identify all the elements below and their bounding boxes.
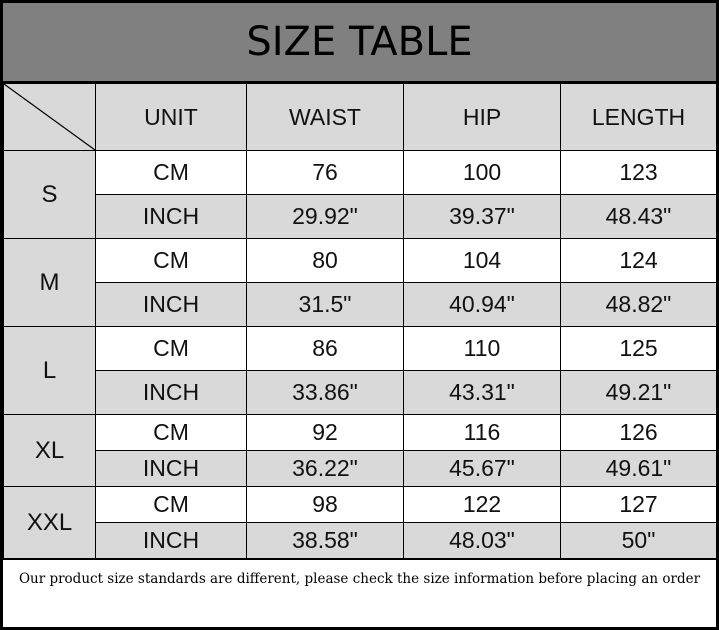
waist-cell: 33.86" [246,370,404,415]
hip-cell: 110 [403,326,561,371]
waist-cell: 29.92" [246,194,404,239]
table-row: INCH 33.86" 43.31" 49.21" [4,370,716,415]
unit-cell: INCH [95,282,247,327]
size-label: M [3,238,96,327]
size-label: XXL [3,486,96,559]
length-cell: 126 [560,414,716,451]
length-cell: 48.43" [560,194,716,239]
length-cell: 48.82" [560,282,716,327]
length-cell: 49.61" [560,450,716,487]
size-label: L [3,326,96,415]
waist-cell: 36.22" [246,450,404,487]
size-note: Our product size standards are different… [3,559,716,627]
diagonal-line [4,84,95,150]
unit-cell: INCH [95,522,247,559]
waist-cell: 98 [246,486,404,523]
hip-cell: 122 [403,486,561,523]
header-unit: UNIT [95,83,247,151]
corner-cell [3,83,96,151]
length-cell: 50" [560,522,716,559]
chart-title: SIZE TABLE [3,3,716,83]
table-row: L CM 86 110 125 [3,326,716,415]
header-length: LENGTH [560,83,716,151]
unit-cell: CM [95,326,247,371]
length-cell: 49.21" [560,370,716,415]
waist-cell: 86 [246,326,404,371]
unit-cell: INCH [95,370,247,415]
length-cell: 127 [560,486,716,523]
table-row: INCH 31.5" 40.94" 48.82" [4,282,716,327]
hip-cell: 43.31" [403,370,561,415]
unit-cell: CM [95,486,247,523]
hip-cell: 45.67" [403,450,561,487]
table-row: XL CM 92 116 126 [3,414,716,487]
header-row: UNIT WAIST HIP LENGTH [3,83,716,151]
hip-cell: 40.94" [403,282,561,327]
header-waist: WAIST [246,83,404,151]
size-table: UNIT WAIST HIP LENGTH S CM 76 100 123 INCH 29.… [3,83,716,559]
waist-cell: 80 [246,238,404,283]
waist-cell: 31.5" [246,282,404,327]
hip-cell: 104 [403,238,561,283]
length-cell: 124 [560,238,716,283]
unit-cell: CM [95,150,247,195]
hip-cell: 48.03" [403,522,561,559]
unit-cell: CM [95,414,247,451]
hip-cell: 39.37" [403,194,561,239]
waist-cell: 76 [246,150,404,195]
size-label: S [3,150,96,239]
table-row: INCH 29.92" 39.37" 48.43" [4,194,716,239]
waist-cell: 38.58" [246,522,404,559]
waist-cell: 92 [246,414,404,451]
size-label: XL [3,414,96,487]
table-row: INCH 36.22" 45.67" 49.61" [4,450,716,487]
length-cell: 125 [560,326,716,371]
table-row: XXL CM 98 122 127 [3,486,716,559]
header-hip: HIP [403,83,561,151]
table-row: S CM 76 100 123 [3,150,716,239]
hip-cell: 100 [403,150,561,195]
unit-cell: CM [95,238,247,283]
unit-cell: INCH [95,450,247,487]
length-cell: 123 [560,150,716,195]
table-row: INCH 38.58" 48.03" 50" [4,522,716,559]
table-row: M CM 80 104 124 [3,238,716,327]
hip-cell: 116 [403,414,561,451]
unit-cell: INCH [95,194,247,239]
